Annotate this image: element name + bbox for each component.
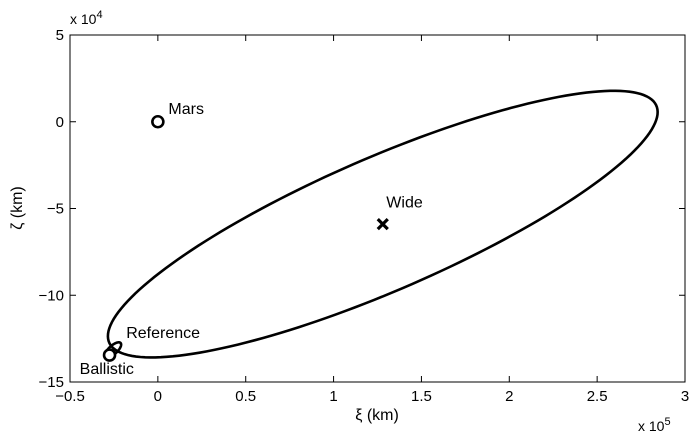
y-tick-label: 5 <box>56 27 64 44</box>
ballistic-label: Ballistic <box>80 361 134 378</box>
wide-marker <box>376 217 389 231</box>
x-tick-label: 1 <box>329 388 337 405</box>
x-tick-label: 1.5 <box>411 388 432 405</box>
wide-ellipse <box>106 89 659 359</box>
wide-label: Wide <box>386 195 423 212</box>
x-tick-label: 0.5 <box>235 388 256 405</box>
y-multiplier: x 104 <box>70 9 103 27</box>
mars-marker <box>151 114 165 129</box>
plot-frame <box>69 34 686 383</box>
y-tick-label: −10 <box>39 287 64 304</box>
x-multiplier-base: x 10 <box>638 418 665 434</box>
y-tick-label: 0 <box>56 114 64 131</box>
mars-label: Mars <box>168 101 204 118</box>
x-tick-label: 2 <box>505 388 513 405</box>
x-tick-label: 0 <box>154 388 162 405</box>
x-tick-label: 3 <box>681 388 689 405</box>
y-tick-label: −15 <box>39 374 64 391</box>
x-tick-label: −0.5 <box>55 388 85 405</box>
ballistic-marker <box>102 348 117 362</box>
y-axis-label: ζ (km) <box>9 186 26 229</box>
x-axis-label: ξ (km) <box>355 407 399 424</box>
x-multiplier: x 105 <box>638 416 671 434</box>
reference-label: Reference <box>126 325 200 342</box>
y-tick-label: −5 <box>47 201 64 218</box>
x-multiplier-exp: 5 <box>664 416 670 428</box>
x-tick-label: 2.5 <box>587 388 608 405</box>
y-multiplier-base: x 10 <box>70 11 97 27</box>
y-multiplier-exp: 4 <box>96 9 102 21</box>
